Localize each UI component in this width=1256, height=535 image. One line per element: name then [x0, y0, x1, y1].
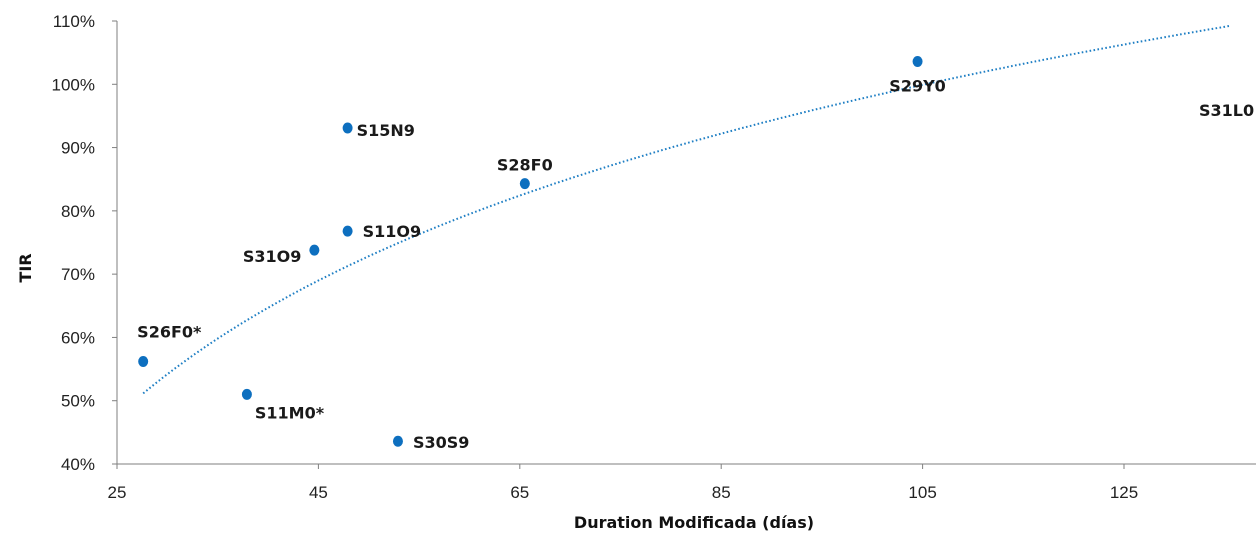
- point-labels: S26F0* S11M0* S31O9 S15N9 S11O9 S30S9 S28F0 S29…: [137, 77, 1254, 453]
- y-tick-label: 50%: [61, 392, 95, 411]
- y-tick-label: 100%: [52, 75, 95, 94]
- x-tick-label: 45: [309, 483, 328, 502]
- data-point: [138, 355, 149, 367]
- y-tick-label: 90%: [61, 139, 95, 158]
- y-tick-label: 40%: [61, 455, 95, 474]
- y-tick-label: 60%: [61, 328, 95, 347]
- trendline: [142, 24, 1231, 395]
- data-point: [309, 244, 320, 256]
- x-tick-labels: 25 45 65 85 105 125: [108, 464, 1138, 502]
- x-tick-label: 85: [712, 483, 731, 502]
- x-tick-label: 125: [1110, 483, 1138, 502]
- y-axis-title: TIR: [16, 253, 35, 282]
- point-label: S26F0*: [137, 322, 202, 341]
- axes: [116, 21, 1256, 465]
- point-label: S29Y0: [889, 77, 946, 96]
- point-label: S31O9: [243, 247, 302, 266]
- x-tick-label: 105: [908, 483, 936, 502]
- point-label: S30S9: [413, 433, 469, 452]
- data-point: [912, 56, 923, 68]
- y-tick-labels: 40% 50% 60% 70% 80% 90% 100% 110%: [52, 12, 117, 474]
- data-point: [342, 225, 353, 237]
- data-point: [241, 388, 252, 400]
- data-points: [138, 56, 923, 447]
- x-tick-label: 25: [108, 483, 127, 502]
- y-tick-label: 110%: [53, 12, 95, 31]
- x-axis-title: Duration Modificada (días): [574, 513, 814, 532]
- data-point: [392, 435, 403, 447]
- point-label: S31L0: [1199, 101, 1254, 120]
- y-tick-label: 70%: [61, 265, 95, 284]
- point-label: S28F0: [497, 156, 553, 175]
- data-point: [519, 178, 530, 190]
- x-tick-label: 65: [510, 483, 529, 502]
- data-point: [342, 122, 353, 134]
- point-label: S15N9: [357, 121, 415, 140]
- point-label: S11O9: [363, 222, 422, 241]
- y-tick-label: 80%: [61, 202, 95, 221]
- point-label: S11M0*: [255, 403, 325, 422]
